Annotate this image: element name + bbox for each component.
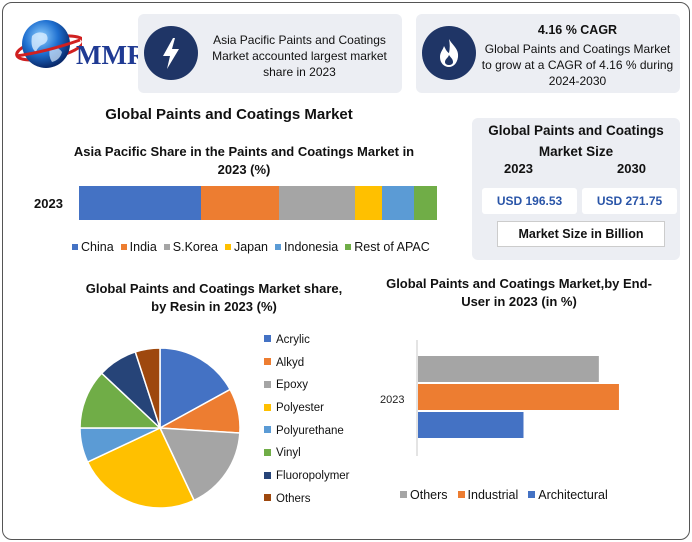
apac-share-chart-title: Asia Pacific Share in the Paints and Coa… (73, 144, 415, 177)
resin-legend-item-polyester: Polyester (264, 402, 350, 425)
legend-swatch (264, 380, 271, 388)
cagr-callout: 4.16 % CAGR Global Paints and Coatings M… (416, 14, 680, 93)
apac-share-bar-india (200, 186, 280, 220)
apac-share-legend-item-japan: Japan (224, 240, 269, 254)
resin-legend-item-others: Others (264, 493, 350, 516)
legend-label: Japan (233, 240, 269, 254)
legend-label: Polyurethane (276, 424, 344, 437)
end-user-bar-architectural (418, 412, 524, 438)
resin-legend-item-vinyl: Vinyl (264, 447, 350, 470)
apac-share-legend-item-india: India (120, 240, 157, 254)
market-size-value-2030: USD 271.75 (582, 188, 677, 214)
apac-share-legend-item-rest-of-apac: Rest of APAC (345, 240, 430, 254)
legend-label: Vinyl (276, 447, 301, 460)
legend-swatch (224, 243, 231, 250)
market-size-unit-label: Market Size in Billion (497, 221, 665, 247)
market-size-value-2023: USD 196.53 (482, 188, 577, 214)
legend-swatch (163, 243, 170, 250)
page-title: Global Paints and Coatings Market (105, 106, 353, 123)
legend-swatch (264, 494, 271, 502)
end-user-bar-industrial (418, 384, 619, 410)
legend-label: Rest of APAC (354, 240, 430, 254)
apac-share-category-label: 2023 (34, 196, 63, 211)
resin-pie-chart (79, 347, 241, 509)
cagr-headline: 4.16 % CAGR (537, 23, 618, 37)
resin-pie-slice-epoxy (158, 427, 241, 502)
apac-share-legend: China India S.Korea Japan Indonesia Rest of A… (72, 240, 452, 254)
legend-swatch (528, 491, 536, 499)
apac-share-bar-s-korea (279, 186, 355, 220)
apac-callout-text: Asia Pacific Paints and Coatings Market … (212, 33, 387, 79)
apac-share-bar-japan (354, 186, 382, 220)
resin-legend-item-polyurethane: Polyurethane (264, 425, 350, 448)
legend-swatch (264, 426, 271, 434)
resin-pie-slice-acrylic (159, 347, 232, 430)
globe-icon (15, 20, 85, 68)
resin-legend-item-acrylic: Acrylic (264, 334, 350, 357)
end-user-category-label: 2023 (380, 394, 404, 406)
apac-share-legend-item-s-korea: S.Korea (163, 240, 218, 254)
apac-share-bar-china (79, 186, 201, 220)
end-user-bar-others (418, 356, 599, 382)
resin-chart-title: Global Paints and Coatings Market share,… (85, 281, 343, 314)
legend-swatch (264, 403, 271, 411)
legend-swatch (275, 243, 282, 250)
market-size-panel: Global Paints and Coatings Market Size 2… (472, 118, 680, 260)
apac-share-legend-item-indonesia: Indonesia (275, 240, 338, 254)
apac-share-bar-rest-of-apac (413, 186, 437, 220)
legend-swatch (264, 358, 271, 366)
legend-swatch (264, 471, 271, 479)
apac-share-legend-item-china: China (72, 240, 114, 254)
resin-pie-slice-others (134, 347, 161, 429)
end-user-chart-title: Global Paints and Coatings Market,by End… (386, 276, 652, 309)
end-user-legend-item-others: Others (400, 488, 448, 502)
legend-label: Others (276, 492, 311, 505)
legend-swatch (345, 243, 352, 250)
brand-name: MMR (76, 40, 147, 70)
market-size-year-2023: 2023 (504, 161, 533, 176)
resin-pie-slice-vinyl (79, 372, 162, 429)
legend-label: S.Korea (172, 240, 218, 254)
legend-label: Epoxy (276, 379, 308, 392)
apac-callout: Asia Pacific Paints and Coatings Market … (138, 14, 402, 93)
legend-swatch (264, 448, 271, 456)
legend-label: China (81, 240, 114, 254)
market-size-title: Global Paints and Coatings Market Size (488, 123, 664, 159)
cagr-text: Global Paints and Coatings Market to gro… (481, 42, 674, 88)
end-user-legend: Others Industrial Architectural (400, 488, 618, 502)
resin-legend-item-alkyd: Alkyd (264, 357, 350, 380)
flame-icon (422, 26, 476, 80)
end-user-legend-item-architectural: Architectural (528, 488, 608, 502)
cagr-callout-body: 4.16 % CAGR Global Paints and Coatings M… (480, 22, 675, 89)
resin-legend-item-epoxy: Epoxy (264, 379, 350, 402)
legend-swatch (120, 243, 127, 250)
end-user-bar-chart: 2023 (380, 340, 619, 456)
legend-swatch (457, 491, 465, 499)
legend-label: Polyester (276, 402, 324, 415)
legend-label: Architectural (538, 488, 608, 502)
resin-pie-slice-polyester (86, 427, 196, 509)
end-user-legend-item-industrial: Industrial (457, 488, 519, 502)
resin-legend-item-fluoropolymer: Fluoropolymer (264, 470, 350, 493)
legend-label: Indonesia (284, 240, 339, 254)
legend-label: India (129, 240, 157, 254)
market-size-year-2030: 2030 (617, 161, 646, 176)
legend-label: Industrial (467, 488, 519, 502)
mmr-logo: MMR (12, 14, 146, 80)
legend-label: Fluoropolymer (276, 470, 350, 483)
legend-swatch (400, 491, 407, 499)
resin-legend: Acrylic Alkyd Epoxy Polyester Polyurethane Vi… (264, 334, 350, 516)
legend-swatch (72, 243, 78, 250)
legend-label: Alkyd (276, 356, 305, 369)
lightning-icon (144, 26, 198, 80)
legend-swatch (264, 335, 271, 343)
legend-label: Acrylic (276, 334, 310, 346)
legend-label: Others (410, 488, 448, 502)
apac-share-bar-indonesia (381, 186, 414, 220)
